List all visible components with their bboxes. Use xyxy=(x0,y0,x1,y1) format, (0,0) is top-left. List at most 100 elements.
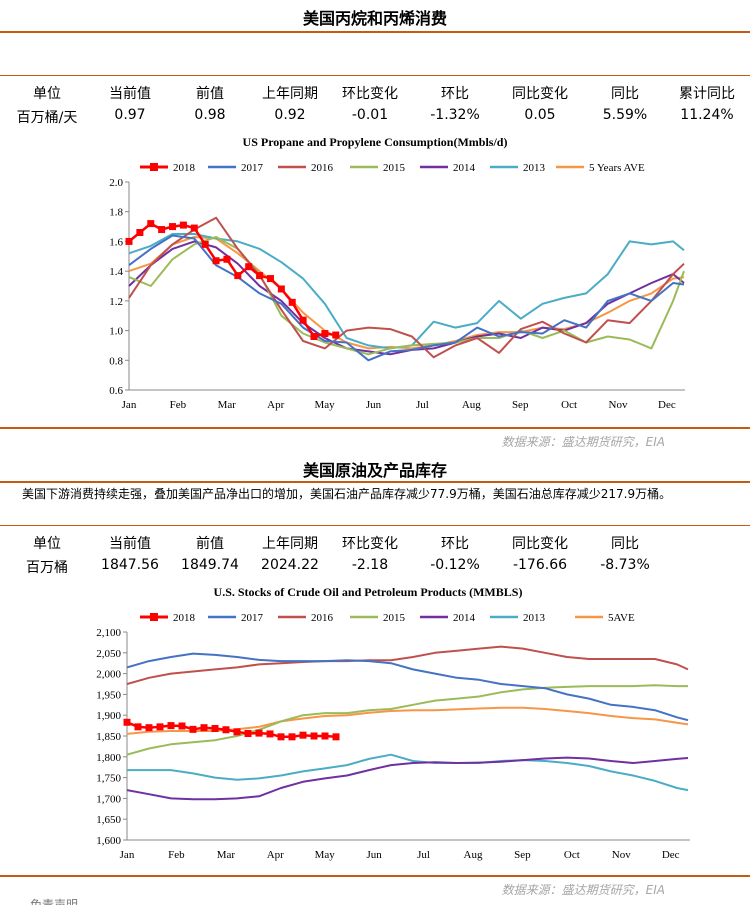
y-tick-label-5: 1.6 xyxy=(109,236,123,248)
x-tick-label-5: Jun xyxy=(366,399,382,411)
series-0-point-16 xyxy=(299,731,307,739)
s2-value-mom-change: -2.18 xyxy=(351,557,389,573)
series-0-point-6 xyxy=(190,224,198,232)
s2-value-last-year: 2024.22 xyxy=(261,557,319,573)
series-0-point-14 xyxy=(277,733,285,741)
y-tick-label-7: 2.0 xyxy=(109,177,123,189)
s1-header-previous: 前值 xyxy=(196,86,224,102)
section2-source-note: 数据来源：盛达期货研究，EIA xyxy=(501,883,665,897)
x-tick-label-1: Feb xyxy=(170,399,187,411)
x-tick-label-7: Aug xyxy=(464,849,483,861)
section2-stats-table: 单位 当前值 前值 上年同期 环比变化 环比 同比变化 同比 百万桶 1847.… xyxy=(0,533,750,581)
legend-label-6: 5AVE xyxy=(608,612,635,624)
legend-label-4: 2014 xyxy=(453,162,476,174)
legend-label-4: 2014 xyxy=(453,612,476,624)
series-0-point-1 xyxy=(136,229,144,237)
series-0-point-9 xyxy=(222,726,230,734)
s2-header-mom-change: 环比变化 xyxy=(342,536,398,552)
y-tick-label-4: 1.4 xyxy=(109,266,123,278)
section1-table-rule xyxy=(0,75,750,76)
series-0-point-7 xyxy=(201,240,209,248)
legend-label-2: 2016 xyxy=(311,612,334,624)
series-0-point-18 xyxy=(321,732,329,740)
y-tick-label-3: 1,750 xyxy=(96,773,121,785)
series-0-point-4 xyxy=(167,722,175,730)
series-line-5 xyxy=(127,753,689,792)
section1-stats-value-row: 百万桶/天 0.97 0.98 0.92 -0.01 -1.32% 0.05 5… xyxy=(0,107,750,131)
legend-marker-0 xyxy=(150,613,158,621)
series-line-6 xyxy=(128,236,685,350)
s2-value-mom: -0.12% xyxy=(430,557,480,573)
series-line-5 xyxy=(128,233,685,350)
s1-header-last-year: 上年同期 xyxy=(262,86,318,102)
section1-stats-header-row: 单位 当前值 前值 上年同期 环比变化 环比 同比变化 同比 累计同比 xyxy=(0,83,750,107)
series-0-point-15 xyxy=(288,298,296,306)
series-0-point-8 xyxy=(211,725,219,733)
legend-label-3: 2015 xyxy=(383,612,406,624)
series-0-point-10 xyxy=(233,728,241,736)
series-0-point-0 xyxy=(123,718,131,726)
x-tick-label-11: Dec xyxy=(662,849,680,861)
x-tick-label-9: Oct xyxy=(564,849,580,861)
series-0-point-5 xyxy=(179,221,187,229)
s2-header-yoy-change: 同比变化 xyxy=(512,536,568,552)
s2-header-current: 当前值 xyxy=(109,536,151,552)
series-0-point-2 xyxy=(147,220,155,228)
x-tick-label-0: Jan xyxy=(120,849,135,861)
s1-header-current: 当前值 xyxy=(109,86,151,102)
series-0-point-19 xyxy=(332,331,340,339)
section2-stats-value-row: 百万桶 1847.56 1849.74 2024.22 -2.18 -0.12%… xyxy=(0,557,750,581)
chart-title: US Propane and Propylene Consumption(Mmb… xyxy=(243,135,508,149)
series-line-2 xyxy=(128,216,685,359)
section2-table-rule xyxy=(0,525,750,526)
x-tick-label-8: Sep xyxy=(514,849,531,861)
s1-value-ytd-yoy: 11.24% xyxy=(680,107,734,123)
series-0-point-18 xyxy=(321,330,329,338)
y-tick-label-7: 1,950 xyxy=(96,689,121,701)
legend-marker-0 xyxy=(150,163,158,171)
y-tick-label-4: 1,800 xyxy=(96,752,121,764)
series-0-point-10 xyxy=(234,272,242,280)
series-0-point-9 xyxy=(223,255,231,263)
y-tick-label-1: 1,650 xyxy=(96,814,121,826)
chart-title: U.S. Stocks of Crude Oil and Petroleum P… xyxy=(214,585,523,599)
s2-value-yoy: -8.73% xyxy=(600,557,650,573)
disclaimer-heading-cut: 免责声明 xyxy=(30,898,79,905)
section1-top-rule xyxy=(0,31,750,33)
series-line-1 xyxy=(126,652,689,722)
s2-value-yoy-change: -176.66 xyxy=(512,557,568,573)
series-0-point-2 xyxy=(145,724,153,732)
s1-header-mom: 环比 xyxy=(441,86,469,102)
s1-value-mom: -1.32% xyxy=(430,107,480,123)
x-tick-label-6: Jul xyxy=(417,849,430,861)
s2-header-unit: 单位 xyxy=(33,536,61,552)
x-tick-label-10: Nov xyxy=(609,399,628,411)
section1-title: 美国丙烷和丙烯消费 xyxy=(302,9,447,28)
s1-header-mom-change: 环比变化 xyxy=(342,86,398,102)
x-tick-label-11: Dec xyxy=(658,399,676,411)
s1-value-unit: 百万桶/天 xyxy=(16,110,78,126)
legend-label-2: 2016 xyxy=(311,162,334,174)
y-tick-label-6: 1.8 xyxy=(109,207,123,219)
s2-header-mom: 环比 xyxy=(441,536,469,552)
s1-header-ytd-yoy: 累计同比 xyxy=(679,86,735,102)
y-tick-label-6: 1,900 xyxy=(96,710,121,722)
s1-value-previous: 0.98 xyxy=(194,107,226,123)
crude-stocks-chart: U.S. Stocks of Crude Oil and Petroleum P… xyxy=(96,585,690,861)
y-tick-label-3: 1.2 xyxy=(109,296,123,308)
s2-value-current: 1847.56 xyxy=(101,557,159,573)
series-line-4 xyxy=(128,240,685,356)
series-0-point-11 xyxy=(245,263,253,271)
series-0-point-12 xyxy=(255,729,263,737)
x-tick-label-6: Jul xyxy=(416,399,429,411)
series-0-point-5 xyxy=(178,722,186,730)
series-0-point-15 xyxy=(288,733,296,741)
series-0-point-3 xyxy=(158,226,166,234)
section2-summary-paragraph: 美国下游消费持续走强，叠加美国产品净出口的增加，美国石油产品库存减少77.9万桶… xyxy=(22,487,672,501)
series-0-point-0 xyxy=(125,237,133,245)
series-0-point-8 xyxy=(212,257,220,265)
legend-label-5: 2013 xyxy=(523,612,546,624)
s1-header-unit: 单位 xyxy=(33,86,61,102)
series-line-3 xyxy=(126,684,688,756)
series-0-point-11 xyxy=(244,730,252,738)
